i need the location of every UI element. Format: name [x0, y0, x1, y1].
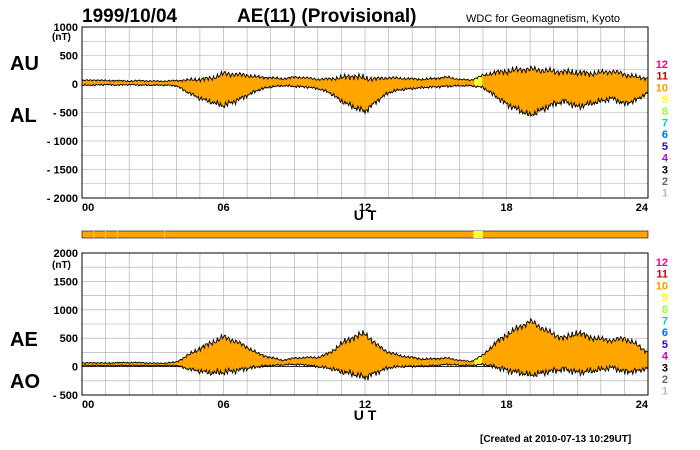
- legend-number: 9: [662, 94, 668, 106]
- au-al-highlight: [474, 74, 483, 88]
- legend-number: 12: [656, 257, 668, 269]
- x-tick-label: 12: [359, 399, 371, 411]
- legend-number: 12: [656, 59, 668, 71]
- legend-number: 11: [656, 269, 668, 281]
- legend-number: 2: [662, 176, 668, 188]
- legend-number: 5: [662, 339, 668, 351]
- ae-ao-x-ticks: 00 06 12 18 24: [82, 399, 649, 411]
- date-label: 1999/10/04: [82, 6, 178, 27]
- legend-number: 3: [662, 164, 668, 176]
- x-tick-label: 18: [500, 202, 512, 214]
- ae-ao-frame: [81, 252, 649, 396]
- y-tick-label: 0: [72, 79, 78, 91]
- y-tick-label: - 1000: [47, 136, 78, 148]
- legend-number: 9: [662, 292, 668, 304]
- status-bar-highlight: [473, 231, 483, 238]
- y-tick-label: - 2000: [47, 193, 78, 205]
- legend-number: 6: [662, 327, 668, 339]
- status-bar-fill: [81, 230, 649, 239]
- y-tick-label: 500: [60, 333, 78, 345]
- legend-number: 2: [662, 374, 668, 386]
- status-bar: [81, 230, 649, 239]
- legend-number: 1: [662, 386, 668, 398]
- legend-number: 5: [662, 141, 668, 153]
- ae-line: [81, 317, 649, 365]
- au-al-x-label: U T: [354, 207, 377, 223]
- y-tick-label: - 1500: [47, 165, 78, 177]
- legend-number: 10: [656, 280, 668, 292]
- au-al-unit: (nT): [52, 32, 71, 43]
- x-tick-label: 24: [636, 202, 649, 214]
- x-tick-label: 12: [359, 202, 371, 214]
- y-tick-label: 500: [60, 51, 78, 63]
- legend-number: 7: [662, 118, 668, 130]
- ae-ao-y-ticks: 2000 1500 1000 500 0 - 500: [53, 248, 78, 402]
- au-al-y-ticks: 1000 500 0 - 500 - 1000 - 1500 - 2000: [47, 22, 78, 205]
- x-tick-label: 00: [82, 399, 94, 411]
- ao-label: AO: [10, 371, 40, 393]
- created-timestamp: [Created at 2010-07-13 10:29UT]: [480, 434, 631, 445]
- legend-number: 11: [656, 71, 668, 83]
- ae-ao-x-label: U T: [354, 407, 377, 423]
- au-al-x-ticks: 00 06 12 18 24: [82, 202, 649, 214]
- y-tick-label: 1500: [54, 276, 78, 288]
- legend-number: 1: [662, 188, 668, 200]
- y-tick-label: - 500: [53, 390, 78, 402]
- ae-ao-highlight: [474, 354, 483, 366]
- au-line: [81, 65, 649, 84]
- legend-number: 7: [662, 316, 668, 328]
- au-al-frame: [81, 26, 649, 199]
- legend-number: 4: [662, 153, 669, 165]
- au-label: AU: [10, 53, 39, 75]
- legend-number: 4: [662, 351, 669, 363]
- legend-number: 8: [662, 304, 668, 316]
- y-tick-label: 1000: [54, 22, 78, 34]
- ae-ao-unit: (nT): [52, 260, 71, 271]
- source-label: WDC for Geomagnetism, Kyoto: [466, 13, 620, 25]
- y-tick-label: 2000: [54, 248, 78, 260]
- ao-line: [81, 362, 649, 381]
- y-tick-label: - 500: [53, 108, 78, 120]
- x-tick-label: 24: [636, 399, 649, 411]
- x-tick-label: 06: [217, 399, 229, 411]
- x-tick-label: 06: [217, 202, 229, 214]
- y-tick-label: 1000: [54, 305, 78, 317]
- ae-label: AE: [10, 329, 38, 351]
- al-line: [81, 83, 649, 117]
- legend-number: 10: [656, 82, 668, 94]
- figure-title: AE(11) (Provisional): [237, 6, 417, 27]
- x-tick-label: 18: [500, 399, 512, 411]
- x-tick-label: 00: [82, 202, 94, 214]
- al-label: AL: [10, 105, 37, 127]
- legend-number: 8: [662, 106, 668, 118]
- ae-ao-area: [82, 318, 648, 381]
- legend-number: 6: [662, 129, 668, 141]
- legend-number: 3: [662, 362, 668, 374]
- y-tick-label: 0: [72, 362, 78, 374]
